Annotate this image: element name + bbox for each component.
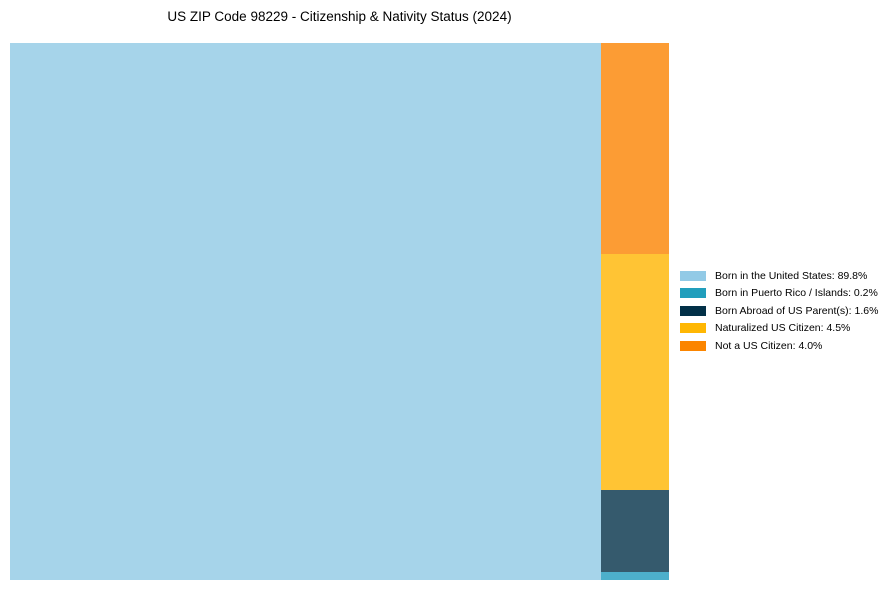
legend: Born in the United States: 89.8% Born in… xyxy=(680,267,878,355)
tile-naturalized xyxy=(601,254,669,490)
legend-label: Not a US Citizen: 4.0% xyxy=(715,339,823,352)
legend-swatch xyxy=(680,305,706,316)
legend-swatch xyxy=(680,288,706,299)
legend-swatch xyxy=(680,340,706,351)
legend-item: Naturalized US Citizen: 4.5% xyxy=(680,320,878,338)
legend-item: Born in Puerto Rico / Islands: 0.2% xyxy=(680,285,878,303)
legend-swatch xyxy=(680,323,706,334)
tile-born-puerto-rico xyxy=(601,572,669,580)
tile-born-abroad-us-parents xyxy=(601,490,669,572)
legend-label: Born in the United States: 89.8% xyxy=(715,269,868,282)
legend-label: Born in Puerto Rico / Islands: 0.2% xyxy=(715,287,878,300)
tile-born-in-us xyxy=(10,43,601,580)
legend-swatch xyxy=(680,270,706,281)
legend-item: Born Abroad of US Parent(s): 1.6% xyxy=(680,302,878,320)
legend-item: Not a US Citizen: 4.0% xyxy=(680,337,878,355)
chart-title: US ZIP Code 98229 - Citizenship & Nativi… xyxy=(167,9,512,24)
legend-label: Naturalized US Citizen: 4.5% xyxy=(715,322,851,335)
legend-label: Born Abroad of US Parent(s): 1.6% xyxy=(715,304,879,317)
tile-not-us-citizen xyxy=(601,43,669,254)
legend-item: Born in the United States: 89.8% xyxy=(680,267,878,285)
